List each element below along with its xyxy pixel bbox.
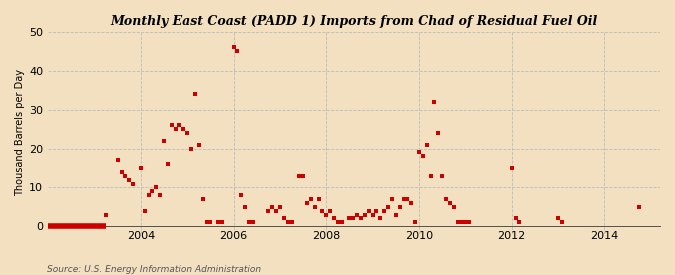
Point <box>101 212 111 217</box>
Point <box>506 166 517 170</box>
Point <box>232 49 243 54</box>
Point <box>321 212 331 217</box>
Point <box>356 216 367 221</box>
Point <box>240 205 250 209</box>
Point <box>147 189 158 194</box>
Point <box>414 150 425 155</box>
Point <box>402 197 413 201</box>
Point <box>294 174 304 178</box>
Point <box>379 208 389 213</box>
Point <box>201 220 212 225</box>
Point <box>302 201 313 205</box>
Point <box>417 154 428 158</box>
Point <box>514 220 525 225</box>
Point <box>383 205 394 209</box>
Point <box>360 212 371 217</box>
Point <box>325 208 335 213</box>
Point <box>394 205 405 209</box>
Point <box>170 127 181 131</box>
Point <box>116 170 127 174</box>
Point <box>510 216 521 221</box>
Point <box>363 208 374 213</box>
Point <box>375 216 385 221</box>
Point <box>182 131 192 135</box>
Point <box>159 139 169 143</box>
Point <box>205 220 216 225</box>
Point <box>228 45 239 50</box>
Point <box>213 220 223 225</box>
Point <box>556 220 567 225</box>
Point <box>313 197 324 201</box>
Point <box>163 162 173 166</box>
Point <box>344 216 355 221</box>
Point <box>456 220 467 225</box>
Point <box>278 216 289 221</box>
Point <box>197 197 208 201</box>
Point <box>348 216 358 221</box>
Point <box>143 193 154 197</box>
Point <box>190 92 200 96</box>
Point <box>448 205 459 209</box>
Point <box>367 212 378 217</box>
Point <box>433 131 443 135</box>
Point <box>271 208 281 213</box>
Point <box>460 220 470 225</box>
Point <box>112 158 123 163</box>
Point <box>186 146 196 151</box>
Point <box>286 220 297 225</box>
Point <box>437 174 448 178</box>
Point <box>317 208 328 213</box>
Point <box>429 100 440 104</box>
Point <box>151 185 162 189</box>
Point <box>120 174 131 178</box>
Point <box>244 220 254 225</box>
Point <box>387 197 398 201</box>
Point <box>634 205 645 209</box>
Point <box>178 127 189 131</box>
Point <box>452 220 463 225</box>
Point <box>128 181 138 186</box>
Point <box>124 177 135 182</box>
Point <box>336 220 347 225</box>
Point <box>464 220 475 225</box>
Point <box>194 142 205 147</box>
Point <box>139 208 150 213</box>
Point <box>155 193 165 197</box>
Point <box>352 212 362 217</box>
Point <box>166 123 177 127</box>
Point <box>309 205 320 209</box>
Point <box>406 201 416 205</box>
Point <box>398 197 409 201</box>
Point <box>329 216 340 221</box>
Point <box>390 212 401 217</box>
Point <box>236 193 246 197</box>
Point <box>371 208 382 213</box>
Text: Source: U.S. Energy Information Administration: Source: U.S. Energy Information Administ… <box>47 265 261 274</box>
Point <box>248 220 259 225</box>
Point <box>425 174 436 178</box>
Point <box>305 197 316 201</box>
Point <box>298 174 308 178</box>
Point <box>553 216 564 221</box>
Point <box>282 220 293 225</box>
Point <box>333 220 344 225</box>
Point <box>267 205 277 209</box>
Point <box>275 205 286 209</box>
Point <box>441 197 452 201</box>
Point <box>410 220 421 225</box>
Point <box>174 123 185 127</box>
Title: Monthly East Coast (PADD 1) Imports from Chad of Residual Fuel Oil: Monthly East Coast (PADD 1) Imports from… <box>111 15 597 28</box>
Point <box>136 166 146 170</box>
Y-axis label: Thousand Barrels per Day: Thousand Barrels per Day <box>15 70 25 197</box>
Point <box>217 220 227 225</box>
Point <box>421 142 432 147</box>
Point <box>444 201 455 205</box>
Point <box>263 208 274 213</box>
